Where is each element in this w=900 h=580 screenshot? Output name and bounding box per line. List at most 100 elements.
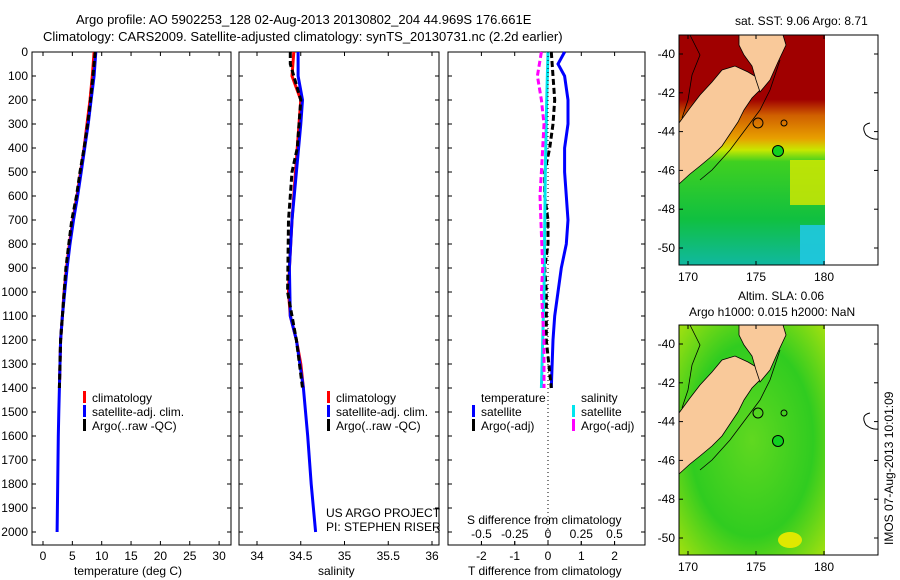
x-tick-label: 5 [69,549,76,563]
difference-legend: temperature salinity satellite Argo(-adj… [472,391,634,433]
legend-swatch [472,405,475,417]
sla-map-subtitle: Argo h1000: 0.015 h2000: NaN [689,305,855,319]
lat-tick-label: -42 [658,86,676,100]
x-tick-label: 10 [95,549,109,563]
y-tick-label: 1000 [1,285,28,299]
south-island-land [678,355,763,475]
x-tick-label: 35.5 [377,549,401,563]
lat-tick-label: -46 [658,163,676,177]
legend-label: climatology [92,391,152,405]
isobath-contour [681,34,701,119]
lat-tick-label: -44 [658,415,676,429]
legend-swatch-sat [327,405,330,417]
legend-label: satellite-adj. clim. [336,405,428,419]
legend-swatch-clim [327,391,330,403]
temperature-panel [31,51,232,546]
x-tick-label: -1 [509,549,520,563]
title-line1: Argo profile: AO 5902253_128 02-Aug-2013… [76,12,532,27]
legend-swatch-argo [327,419,330,431]
legend-label: climatology [336,391,396,405]
x2-tick-label: 0.25 [570,527,594,541]
lat-tick-label: -48 [658,202,676,216]
y-tick-label: 1200 [1,333,28,347]
x-tick-label: 34 [250,549,264,563]
x-tick-label: 1 [578,549,585,563]
legend-header: salinity [581,391,618,405]
x2-tick-label: -0.25 [501,527,529,541]
sst-warm-patch [790,160,825,205]
y-tick-label: 1800 [1,477,28,491]
y-tick-label: 1100 [2,309,28,323]
y-tick-label: 100 [8,69,28,83]
series-line-salinity-satellite [539,51,550,389]
y-tick-label: 0 [21,45,28,59]
y-tick-label: 500 [8,165,28,179]
y-tick-label: 200 [8,93,28,107]
series-line-argo-raw-qc- [57,51,97,389]
north-island-land [738,34,787,93]
salinity-xlabel: salinity [318,564,355,578]
argo-location-marker [772,435,784,447]
legend-swatch [572,405,575,417]
y-tick-label: 1700 [1,453,28,467]
isobath-contour [681,324,701,409]
y-tick-label: 1300 [1,357,28,371]
legend-label: Argo(-adj) [481,419,534,433]
x2-tick-label: -0.5 [471,527,492,541]
map-frame [678,324,879,556]
lat-tick-label: -48 [658,492,676,506]
timestamp-footer: IMOS 07-Aug-2013 10:01:09 [882,391,896,545]
y-tick-label: 600 [8,189,28,203]
legend-label: satellite [481,405,522,419]
series-line-salinity-argo-adj- [535,51,546,388]
lon-tick-label: 180 [814,560,834,574]
x-tick-label: 20 [154,549,168,563]
lat-tick-label: -44 [658,125,676,139]
legend-swatch [572,419,575,431]
isobath-contour [699,349,781,471]
isobath-contour [699,59,781,181]
legend-swatch [472,419,475,431]
sst-cold-patch [800,225,825,265]
legend-label: Argo(..raw -QC) [336,419,421,433]
series-line-satellite-adj-clim- [287,52,318,533]
legend-label: Argo(-adj) [581,419,634,433]
seamount-contour [780,119,788,127]
legend-label: satellite-adj. clim. [92,405,184,419]
x2-tick-label: 0 [545,527,552,541]
lon-tick-label: 180 [814,270,834,284]
project-label: US ARGO PROJECT [326,506,441,520]
lat-tick-label: -40 [658,337,676,351]
x-tick-label: 36 [425,549,439,563]
x-tick-label: 2 [611,549,618,563]
y-tick-label: 400 [8,141,28,155]
x-tick-label: 34.5 [289,549,313,563]
argo-location-marker [772,145,784,157]
y-tick-label: 2000 [1,525,28,539]
lat-tick-label: -46 [658,453,676,467]
pi-label: PI: STEPHEN RISER [326,520,441,534]
legend-header: temperature [481,391,546,405]
x-tick-label: 0 [545,549,552,563]
chatham-islands-coast [863,412,879,430]
series-line-temperature-satellite [549,51,570,389]
seamount-contour [752,407,764,419]
y-tick-label: 1500 [1,405,28,419]
seamount-contour [752,117,764,129]
temperature-xlabel: temperature (deg C) [74,564,182,578]
lat-tick-label: -42 [658,376,676,390]
lon-tick-label: 170 [678,560,698,574]
north-island-land [738,324,787,383]
lon-tick-label: 170 [678,270,698,284]
y-tick-label: 1900 [1,501,28,515]
seamount-contour [780,409,788,417]
y-tick-label: 1400 [1,381,28,395]
y-tick-label: 900 [8,261,28,275]
chatham-islands-coast [863,122,879,140]
legend-label: satellite [581,405,622,419]
sst-map-layers: -40 -42 -44 -46 -48 -50 170 175 180 [658,34,879,284]
y-tick-label: 300 [8,117,28,131]
lat-tick-label: -50 [658,531,676,545]
sla-map-layers: -40 -42 -44 -46 -48 -50 170 175 180 [658,324,879,574]
